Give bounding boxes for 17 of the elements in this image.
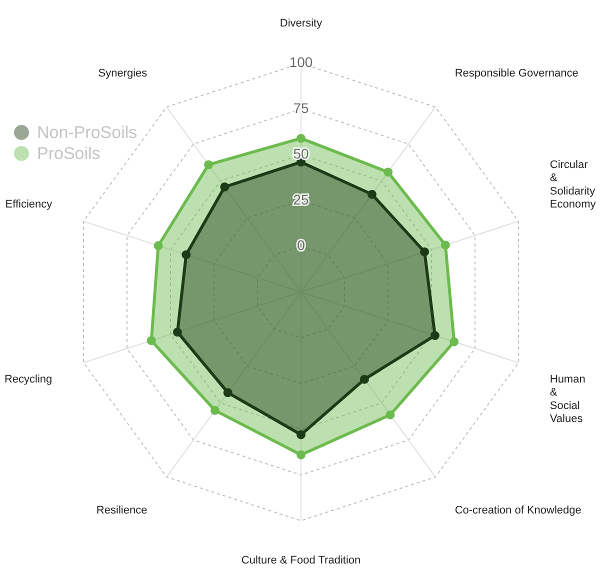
- spoke-label: Efficiency: [5, 198, 53, 211]
- spoke-label: Co-creation of Knowledge: [454, 504, 582, 516]
- spoke-label: Responsible Governance: [454, 68, 578, 80]
- spoke-label: Culture & Food Tradition: [241, 554, 361, 566]
- y-tick-label: 100: [289, 54, 313, 70]
- spoke-label: Diversity: [280, 18, 323, 30]
- spoke-label: Human & Social Values: [550, 373, 586, 426]
- spoke-label: Recycling: [4, 373, 52, 386]
- y-tick-label: 75: [293, 100, 309, 116]
- y-tick-label: 50: [293, 146, 309, 162]
- y-tick-label: 25: [293, 191, 309, 208]
- legend-label: Non-ProSoils: [37, 122, 138, 143]
- spoke-label: Resilience: [96, 504, 148, 516]
- legend-label: ProSoils: [37, 143, 100, 164]
- spoke-label: Circular & Solidarity Economy: [550, 158, 596, 211]
- spoke-label: Synergies: [98, 68, 148, 80]
- y-tick-label: 0: [297, 237, 306, 254]
